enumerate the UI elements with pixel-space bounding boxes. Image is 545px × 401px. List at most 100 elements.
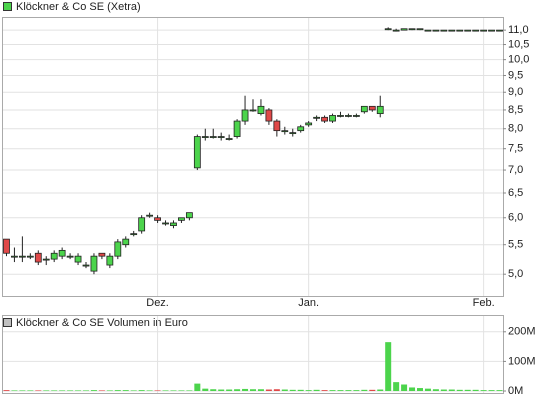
candle-body (122, 238, 130, 246)
candle-body (42, 258, 50, 261)
volume-bar (234, 389, 241, 392)
candle-body (392, 29, 400, 32)
candle-body (305, 122, 313, 126)
candle-body (384, 28, 392, 31)
volume-bar (369, 389, 376, 392)
candle-body (18, 255, 26, 258)
volume-bar (138, 390, 145, 392)
candle-body (146, 214, 154, 217)
candle-body (90, 255, 98, 272)
candle-body (98, 252, 106, 257)
volume-bar (488, 390, 495, 392)
candle-body (432, 29, 440, 32)
volume-bar (218, 389, 225, 392)
volume-bar (67, 390, 74, 392)
y-tick-label: 5,5 (508, 239, 523, 251)
candle-body (58, 249, 66, 257)
volume-bar (432, 389, 439, 392)
candle-body (281, 130, 289, 133)
candle-body (154, 217, 161, 221)
volume-bar (98, 390, 105, 392)
volume-bar (273, 389, 280, 392)
volume-bar (321, 390, 328, 392)
x-tick-label: Feb. (473, 297, 495, 309)
volume-bar (178, 390, 185, 392)
volume-bar (305, 390, 312, 392)
candle-body (360, 105, 368, 113)
candle-body (313, 116, 321, 119)
volume-bar (11, 390, 18, 392)
y-tick-label: 7,0 (508, 164, 523, 176)
volume-bar (424, 388, 431, 392)
volume-bar (250, 389, 256, 392)
volume-bar (83, 390, 89, 392)
volume-bar (472, 389, 479, 392)
volume-bar (313, 389, 320, 392)
volume-bar (242, 388, 249, 392)
candle-body (34, 252, 42, 263)
candle-body (185, 212, 193, 219)
volume-bar (456, 389, 463, 392)
candle-body (82, 264, 90, 267)
candle-body (50, 252, 58, 260)
x-tick-label: Jan. (298, 297, 319, 309)
y-tick-label: 7,5 (508, 143, 523, 155)
candle-body (416, 28, 424, 31)
candle-body (297, 126, 305, 132)
candle-body (11, 255, 18, 258)
legend-label: Klöckner & Co SE (Xetra) (16, 1, 141, 13)
volume-bar (401, 384, 408, 392)
volume-bar (361, 389, 368, 392)
candle-body (480, 29, 488, 32)
candle-body (66, 255, 74, 258)
volume-bar (35, 390, 42, 392)
candle-body (464, 29, 472, 32)
candle-body (233, 120, 241, 137)
y-tick-label: 8,5 (508, 104, 523, 116)
candle-body (249, 109, 257, 112)
candle-body (201, 136, 209, 138)
volume-bar (464, 389, 471, 392)
volume-bar (19, 390, 26, 392)
y-tick-label: 10,0 (508, 54, 529, 66)
candle-body (130, 233, 138, 236)
candle-body (193, 136, 201, 169)
y-tick-label: 200M (508, 326, 536, 338)
volume-bar (59, 390, 66, 392)
volume-bar (393, 382, 400, 392)
candle-body (321, 116, 328, 122)
volume-bar (337, 390, 344, 392)
volume-bar (297, 389, 304, 392)
volume-bar (154, 390, 161, 392)
y-tick-label: 9,5 (508, 69, 523, 81)
volume-bar (170, 390, 177, 392)
candle-body (488, 29, 495, 32)
y-tick-label: 6,0 (508, 212, 523, 224)
volume-bar (3, 390, 10, 392)
volume-bar (114, 390, 121, 392)
volume-bar (90, 390, 97, 392)
volume-bar (440, 389, 447, 392)
volume-bar (257, 389, 264, 392)
volume-bar (417, 388, 423, 392)
candle-body (114, 241, 122, 257)
volume-bar (480, 390, 487, 392)
candle-body (257, 105, 265, 115)
y-tick-label: 11,0 (508, 24, 529, 36)
candle-body (352, 115, 360, 117)
candle-body (178, 217, 185, 221)
candle-body (3, 238, 10, 254)
volume-bar (409, 387, 416, 392)
y-tick-label: 8,0 (508, 123, 523, 135)
candle-body (456, 29, 464, 32)
volume-bar (329, 390, 336, 392)
candle-body (424, 29, 432, 32)
volume-bar (281, 389, 288, 392)
candle-body (440, 29, 448, 32)
legend-swatch (3, 318, 12, 327)
candle-body (138, 217, 146, 232)
candle-body (448, 29, 456, 32)
volume-bar (43, 390, 50, 392)
y-tick-label: 10,5 (508, 38, 529, 50)
